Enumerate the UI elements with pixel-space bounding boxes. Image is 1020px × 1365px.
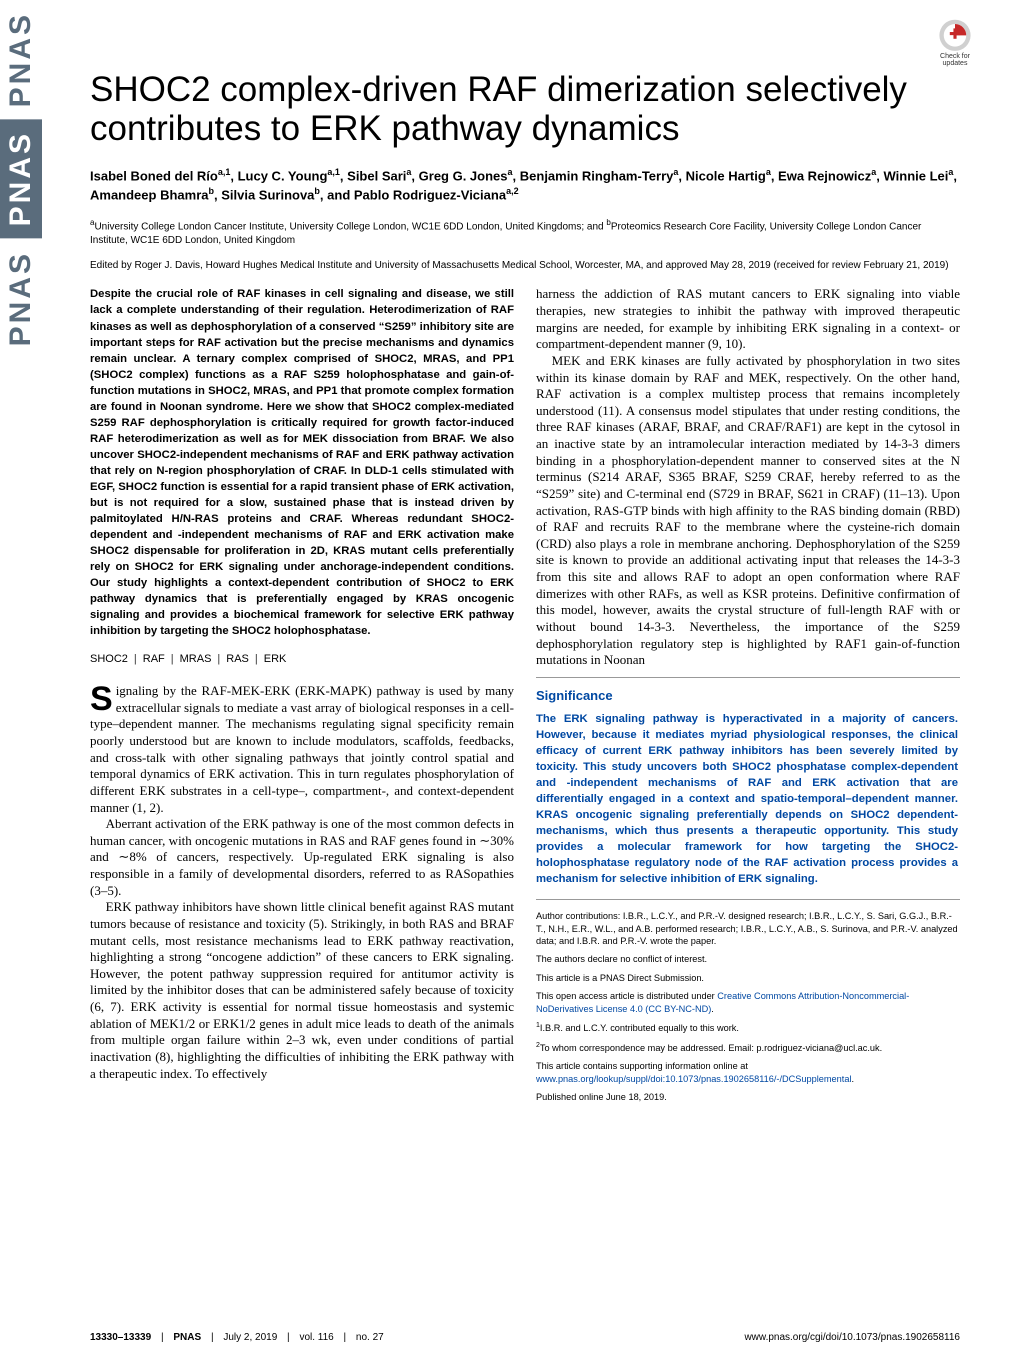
significance-title: Significance [536,688,958,703]
significance-body: The ERK signaling pathway is hyperactiva… [536,711,958,899]
author-contributions: Author contributions: I.B.R., L.C.Y., an… [536,910,960,947]
keyword: ERK [264,653,287,665]
correspondence: 2To whom correspondence may be addressed… [536,1041,960,1054]
dropcap: S [90,683,116,714]
affiliations: aUniversity College London Cancer Instit… [90,218,960,247]
equal-contribution: 1I.B.R. and L.C.Y. contributed equally t… [536,1021,960,1034]
two-column-body: Despite the crucial role of RAF kinases … [90,286,960,1109]
keyword: RAF [143,653,165,665]
pnas-sidebar-segment-2: PNAS [0,119,42,238]
check-for-updates-badge[interactable]: Check forupdates [930,18,980,68]
keyword: RAS [226,653,249,665]
left-body-text: Signaling by the RAF-MEK-ERK (ERK-MAPK) … [90,683,514,1082]
updates-badge-label: Check forupdates [940,53,970,68]
abstract: Despite the crucial role of RAF kinases … [90,286,514,639]
keywords: SHOC2|RAF|MRAS|RAS|ERK [90,653,514,665]
conflict-of-interest: The authors declare no conflict of inter… [536,953,960,965]
left-column: Despite the crucial role of RAF kinases … [90,286,514,1109]
page-footer: 13330–13339 | PNAS | July 2, 2019 | vol.… [90,1332,960,1343]
pnas-sidebar-segment-3: PNAS [0,239,42,358]
license: This open access article is distributed … [536,990,960,1015]
crossmark-icon [937,18,973,53]
right-body-text: harness the addiction of RAS mutant canc… [536,286,960,668]
direct-submission: This article is a PNAS Direct Submission… [536,972,960,984]
pnas-sidebar: PNAS PNAS PNAS [0,0,42,1365]
right-column: harness the addiction of RAS mutant canc… [536,286,960,1109]
keyword: MRAS [180,653,212,665]
supporting-info: This article contains supporting informa… [536,1060,960,1085]
si-link[interactable]: www.pnas.org/lookup/suppl/doi:10.1073/pn… [536,1074,851,1084]
keyword: SHOC2 [90,653,128,665]
significance-box: Significance The ERK signaling pathway i… [536,677,960,900]
article-title: SHOC2 complex-driven RAF dimerization se… [90,70,960,148]
editor-line: Edited by Roger J. Davis, Howard Hughes … [90,259,960,272]
footnotes: Author contributions: I.B.R., L.C.Y., an… [536,910,960,1103]
pnas-sidebar-segment-1: PNAS [0,0,42,119]
author-list: Isabel Boned del Ríoa,1, Lucy C. Younga,… [90,166,960,204]
footer-left: 13330–13339 | PNAS | July 2, 2019 | vol.… [90,1332,384,1343]
published-date: Published online June 18, 2019. [536,1091,960,1103]
footer-right: www.pnas.org/cgi/doi/10.1073/pnas.190265… [744,1332,960,1343]
